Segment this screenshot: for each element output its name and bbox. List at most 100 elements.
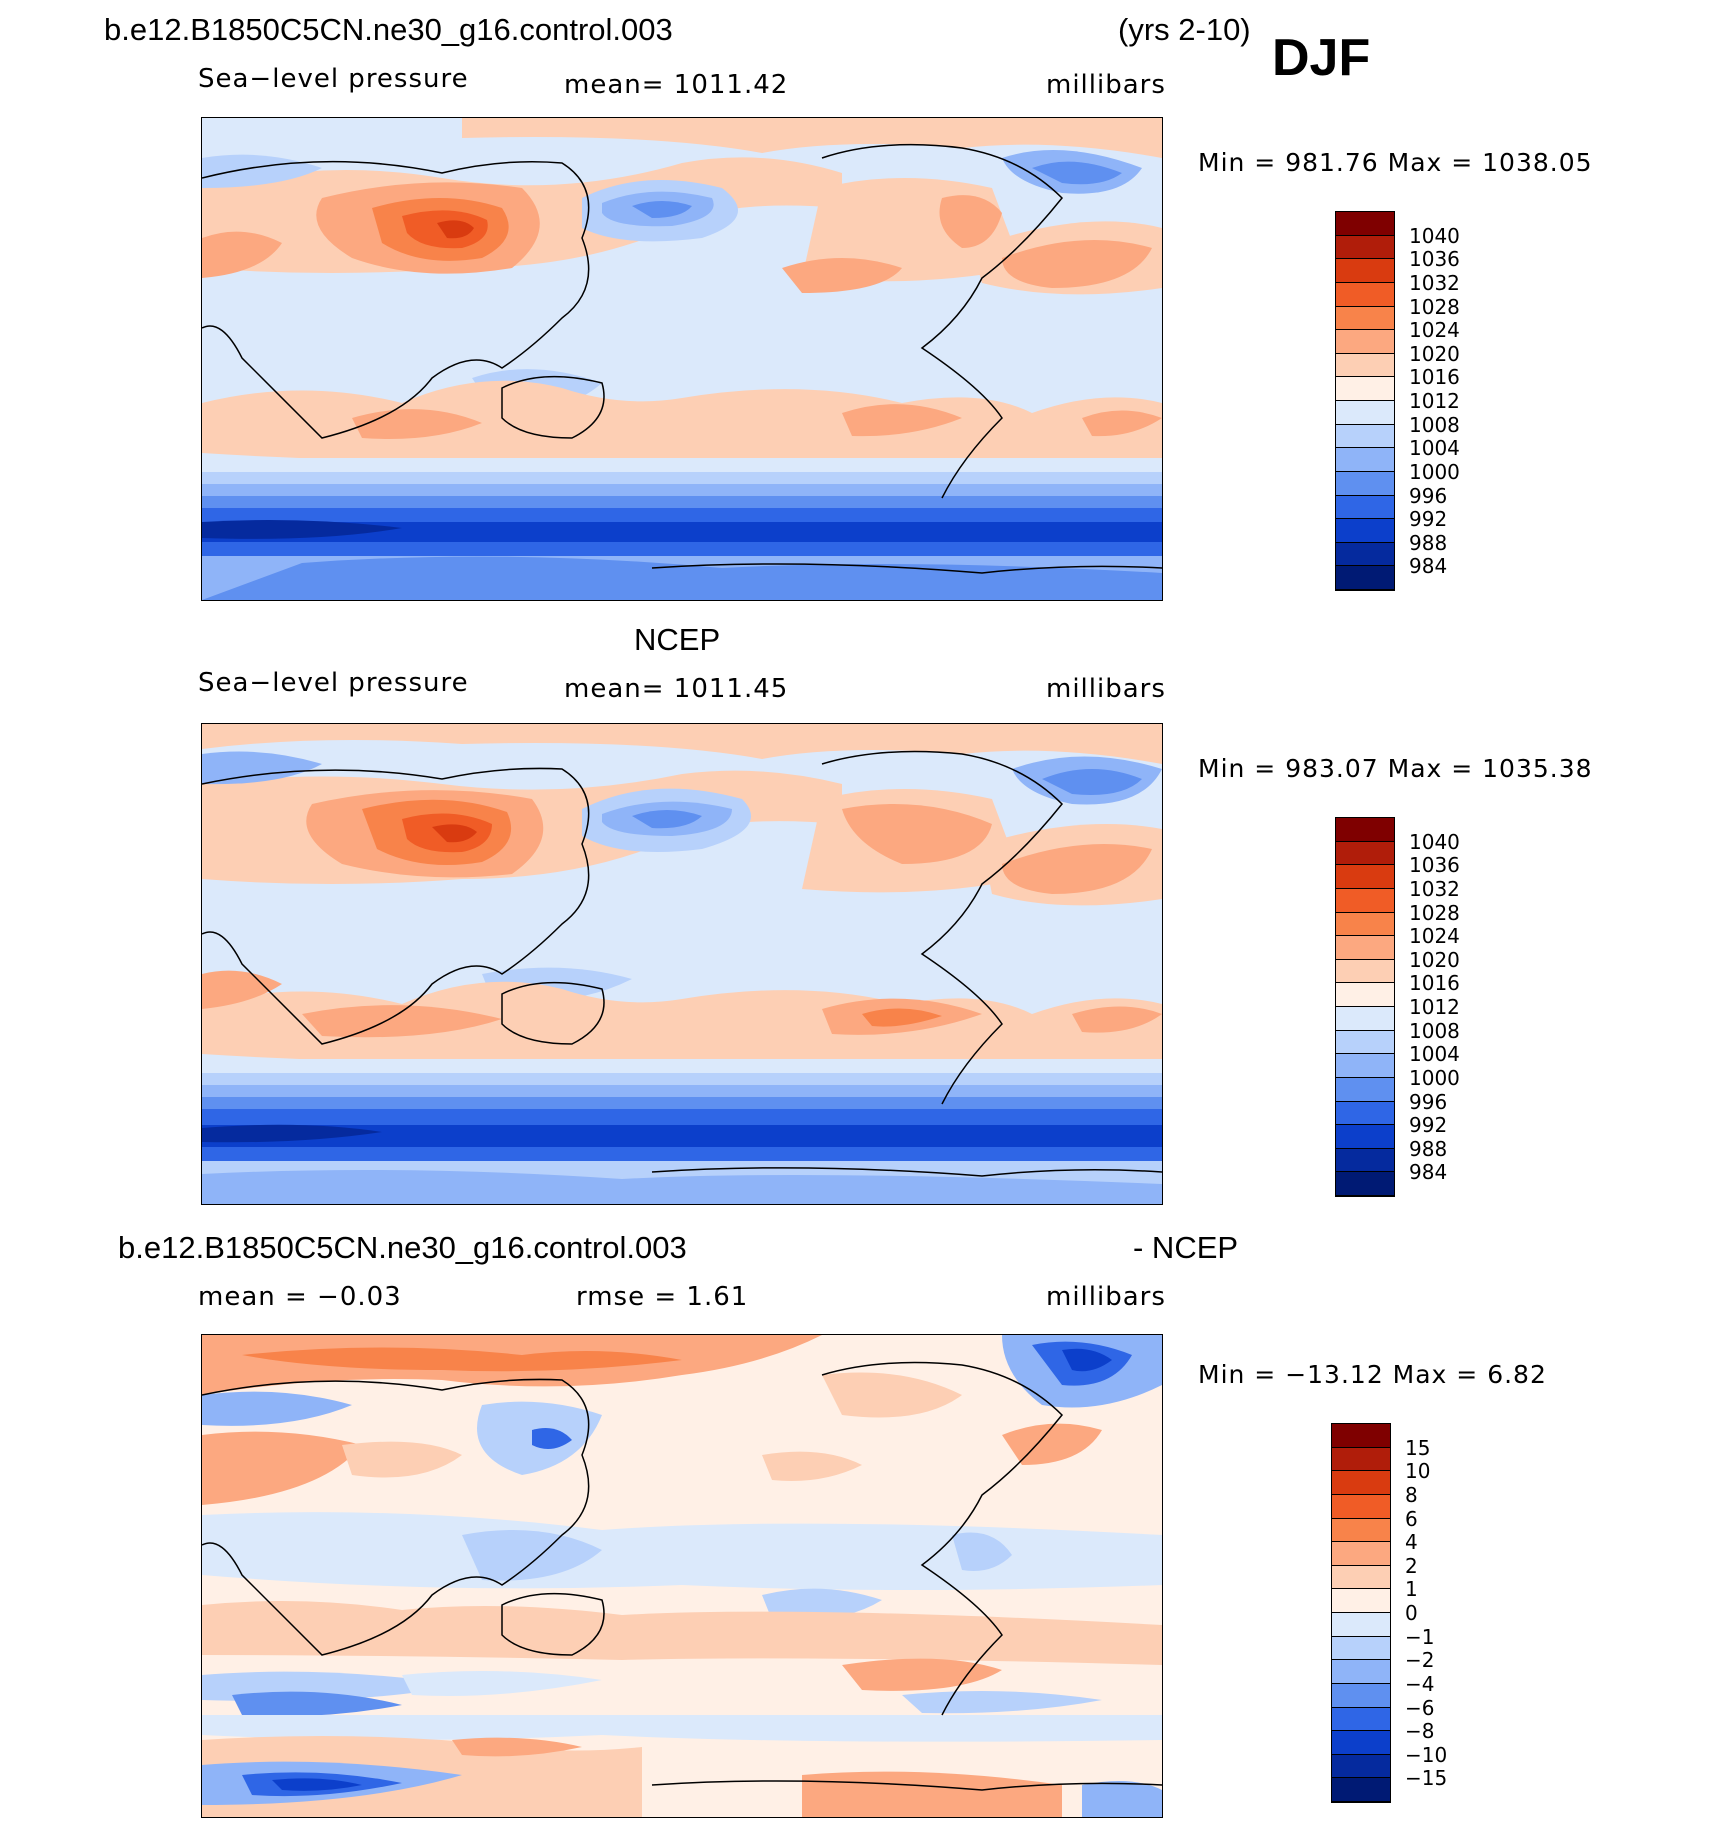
panel3-title-left: b.e12.B1850C5CN.ne30_g16.control.003 [118, 1230, 687, 1265]
colorbar-swatch [1336, 1077, 1394, 1102]
colorbar-label: 1036 [1409, 247, 1460, 272]
colorbar-label: 6 [1405, 1506, 1418, 1531]
colorbar-swatch [1332, 1636, 1390, 1661]
colorbar-swatch [1336, 235, 1394, 260]
colorbar-label: 1024 [1409, 924, 1460, 949]
colorbar-swatch [1332, 1471, 1390, 1495]
panel2-minmax: Min = 983.07 Max = 1035.38 [1198, 754, 1593, 783]
panel3-title-right: - NCEP [1133, 1230, 1239, 1265]
panel2-colorbar-swatches [1335, 817, 1395, 1197]
colorbar-swatch [1332, 1424, 1390, 1448]
panel2-mean: mean= 1011.45 [564, 674, 789, 704]
colorbar-label: 2 [1405, 1553, 1418, 1578]
colorbar-swatch [1336, 1101, 1394, 1126]
colorbar-label: 1020 [1409, 947, 1460, 972]
colorbar-label: −6 [1405, 1695, 1435, 1720]
colorbar-swatch [1336, 1007, 1394, 1031]
panel1-map [201, 117, 1163, 601]
colorbar-swatch [1336, 1030, 1394, 1055]
colorbar-label: 1004 [1409, 436, 1460, 461]
colorbar-swatch [1332, 1613, 1390, 1637]
colorbar-swatch [1336, 259, 1394, 283]
colorbar-swatch [1336, 865, 1394, 889]
panel2-title: NCEP [634, 622, 721, 657]
colorbar-label: 8 [1405, 1482, 1418, 1507]
colorbar-swatch [1332, 1542, 1390, 1566]
panel3-units: millibars [1046, 1282, 1166, 1312]
colorbar-label: 988 [1409, 1136, 1448, 1161]
case-title: b.e12.B1850C5CN.ne30_g16.control.003 [104, 12, 673, 47]
panel3-map [201, 1334, 1163, 1818]
colorbar-swatch [1336, 1172, 1394, 1196]
colorbar-swatch [1332, 1683, 1390, 1708]
colorbar-label: 1024 [1409, 318, 1460, 343]
panel2-variable: Sea−level pressure [198, 668, 469, 698]
colorbar-swatch [1336, 330, 1394, 354]
colorbar-label: −1 [1405, 1624, 1435, 1649]
colorbar-label: 1012 [1409, 389, 1460, 413]
colorbar-label: 4 [1405, 1530, 1418, 1555]
colorbar-swatch [1336, 542, 1394, 567]
colorbar-swatch [1332, 1660, 1390, 1684]
colorbar-swatch [1336, 936, 1394, 960]
colorbar-label: −4 [1405, 1671, 1435, 1696]
colorbar-label: 1008 [1409, 412, 1460, 437]
colorbar-swatch [1336, 818, 1394, 842]
colorbar-swatch [1332, 1565, 1390, 1590]
panel1-units: millibars [1046, 70, 1166, 100]
colorbar-swatch [1336, 424, 1394, 449]
colorbar-swatch [1336, 401, 1394, 425]
colorbar-swatch [1336, 471, 1394, 496]
colorbar-swatch [1336, 566, 1394, 590]
colorbar-label: 0 [1405, 1601, 1418, 1625]
colorbar-label: 992 [1409, 507, 1448, 532]
colorbar-label: −2 [1405, 1648, 1435, 1673]
colorbar-label: 1008 [1409, 1018, 1460, 1043]
colorbar-label: 1020 [1409, 341, 1460, 366]
panel2-units: millibars [1046, 674, 1166, 704]
colorbar-swatch [1336, 841, 1394, 866]
colorbar-swatch [1336, 212, 1394, 236]
colorbar-label: −10 [1405, 1742, 1448, 1767]
colorbar-swatch [1332, 1754, 1390, 1779]
colorbar-label: 1028 [1409, 900, 1460, 925]
colorbar-label: −8 [1405, 1719, 1435, 1744]
colorbar-label: 1 [1405, 1577, 1418, 1602]
colorbar-label: 1016 [1409, 365, 1460, 390]
colorbar-swatch [1332, 1518, 1390, 1543]
colorbar-swatch [1332, 1447, 1390, 1472]
colorbar-label: 996 [1409, 1089, 1448, 1114]
panel1-variable: Sea−level pressure [198, 64, 469, 94]
colorbar-label: 1040 [1409, 223, 1460, 248]
colorbar-label: −15 [1405, 1766, 1448, 1791]
colorbar-label: 15 [1405, 1435, 1431, 1460]
panel3-minmax: Min = −13.12 Max = 6.82 [1198, 1360, 1547, 1389]
panel1-field [202, 118, 1162, 600]
colorbar-label: 1040 [1409, 829, 1460, 854]
colorbar-swatch [1336, 983, 1394, 1007]
colorbar-swatch [1336, 959, 1394, 984]
colorbar-label: 10 [1405, 1459, 1431, 1484]
colorbar-swatch [1332, 1494, 1390, 1519]
colorbar-swatch [1336, 282, 1394, 307]
colorbar-label: 1000 [1409, 459, 1460, 484]
season-label: DJF [1272, 29, 1371, 87]
colorbar-swatch [1332, 1707, 1390, 1732]
years-label: (yrs 2-10) [1118, 12, 1251, 47]
colorbar-swatch [1332, 1731, 1390, 1755]
colorbar-label: 1032 [1409, 270, 1460, 295]
colorbar-swatch [1332, 1778, 1390, 1802]
colorbar-swatch [1336, 377, 1394, 401]
colorbar-swatch [1336, 888, 1394, 913]
panel1-minmax: Min = 981.76 Max = 1038.05 [1198, 148, 1593, 177]
colorbar-label: 984 [1409, 554, 1448, 579]
colorbar-swatch [1336, 1125, 1394, 1149]
colorbar-label: 988 [1409, 530, 1448, 555]
colorbar-label: 1000 [1409, 1065, 1460, 1090]
colorbar-swatch [1332, 1589, 1390, 1613]
panel3-field [202, 1335, 1162, 1817]
colorbar-swatch [1336, 495, 1394, 520]
panel1-mean: mean= 1011.42 [564, 70, 789, 100]
colorbar-swatch [1336, 353, 1394, 378]
colorbar-label: 1004 [1409, 1042, 1460, 1067]
